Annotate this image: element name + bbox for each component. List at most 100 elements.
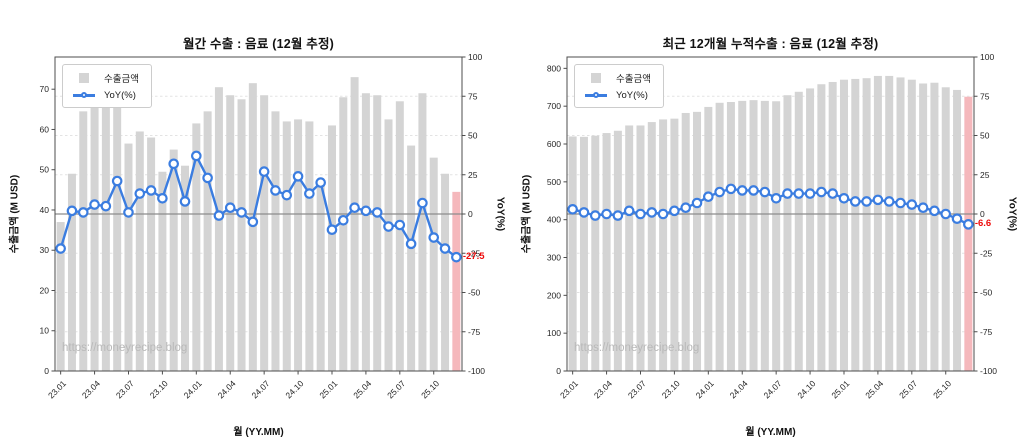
yoy-marker: [703, 191, 714, 203]
yoy-marker: [417, 197, 428, 209]
x-tick-label: 24.10: [283, 378, 305, 400]
export-bar: [783, 95, 792, 371]
yoy-marker: [917, 202, 929, 214]
export-bar: [591, 135, 600, 371]
cumulative-chart-canvas: 0 100 200 300 400 500 600 700 800 -100 -75 -50 -25 0 2…: [547, 52, 997, 400]
export-bar: [282, 121, 291, 372]
yoy-marker: [55, 243, 66, 254]
yoy-marker: [77, 207, 89, 218]
last-yoy-annotation: -27.5: [462, 251, 485, 263]
export-bar: [794, 91, 803, 372]
legend-label: YoY(%): [616, 90, 648, 101]
export-bar: [930, 82, 939, 371]
yoy-marker: [770, 193, 782, 204]
yoy-marker: [134, 188, 146, 199]
export-bar: [885, 75, 894, 372]
export-bar: [817, 84, 826, 371]
export-bar: [67, 173, 76, 371]
estimate-bar: [964, 96, 973, 371]
export-bar: [260, 95, 269, 371]
export-bar: [704, 106, 713, 371]
yoy-marker: [816, 186, 827, 198]
export-bar: [429, 157, 438, 371]
export-bar: [90, 103, 99, 372]
yoy-marker: [157, 193, 168, 204]
tick-label: 0: [556, 366, 561, 376]
export-bar: [738, 100, 747, 371]
x-tick-label: 25.01: [317, 378, 339, 400]
yoy-marker: [736, 185, 748, 196]
export-bar: [873, 75, 882, 372]
x-tick-label: 23.01: [46, 378, 68, 400]
tick-label: 0: [468, 209, 473, 219]
yoy-marker: [394, 219, 406, 231]
export-bar: [919, 83, 928, 371]
yoy-marker: [349, 202, 360, 214]
yoy-marker: [635, 208, 646, 220]
yoy-marker: [691, 197, 703, 209]
legend-label: 수출금액: [104, 74, 139, 85]
legend: 수출금액 YoY(%): [62, 64, 152, 108]
x-tick-label: 25.04: [351, 378, 373, 400]
legend-item-line: YoY(%): [73, 90, 139, 101]
line-swatch-icon: [585, 92, 607, 99]
yoy-marker: [714, 186, 725, 198]
x-tick-label: 25.10: [419, 378, 441, 400]
yoy-marker: [179, 196, 191, 207]
yoy-marker: [578, 207, 590, 218]
export-bar: [953, 89, 962, 371]
export-bar: [203, 111, 212, 371]
yoy-marker: [748, 185, 759, 196]
export-bar: [384, 119, 393, 372]
export-bar: [350, 77, 359, 371]
export-bar: [147, 137, 156, 371]
x-tick-label: 24.04: [216, 378, 238, 400]
yoy-marker: [906, 199, 918, 210]
yoy-marker: [872, 194, 884, 206]
tick-label: 70: [40, 84, 50, 94]
export-bar: [271, 111, 280, 371]
tick-label: -50: [980, 288, 993, 298]
y-axis-label-left: 수출금액 (M USD): [9, 174, 21, 254]
legend-label: YoY(%): [104, 90, 136, 101]
tick-label: 300: [547, 253, 561, 263]
yoy-marker: [646, 207, 658, 218]
export-bar: [659, 119, 668, 371]
yoy-marker: [804, 188, 816, 199]
yoy-marker: [281, 189, 293, 201]
x-tick-label: 24.01: [182, 378, 204, 400]
export-bar: [373, 95, 382, 371]
yoy-marker: [963, 219, 974, 230]
x-tick-label: 25.10: [931, 378, 953, 400]
line-swatch-icon: [73, 92, 95, 99]
marker-dot-icon: [81, 92, 87, 99]
x-tick-label: 24.07: [249, 378, 271, 400]
export-bar: [158, 171, 167, 371]
export-bar: [101, 101, 110, 372]
yoy-marker: [315, 177, 326, 188]
export-bar: [327, 125, 336, 371]
export-bar: [693, 111, 702, 372]
tick-label: 0: [980, 209, 985, 219]
yoy-marker: [929, 205, 940, 217]
export-bar: [192, 123, 201, 371]
tick-label: 600: [547, 139, 561, 149]
legend-label: 수출금액: [616, 74, 651, 85]
monthly-chart-canvas: 0 10 20 30 40 50 60 70 -100 -75 -50 -25 0 25 50 75 100 23…: [40, 52, 486, 400]
export-bar: [839, 79, 848, 371]
x-tick-label: 23.07: [114, 378, 136, 400]
export-bar: [226, 95, 235, 371]
export-bar: [169, 149, 178, 371]
export-bar: [579, 136, 588, 371]
export-bar: [726, 102, 735, 371]
export-bar: [896, 77, 905, 371]
x-tick-label: 23.10: [148, 378, 170, 400]
last-yoy-annotation: -6.6: [974, 218, 992, 230]
tick-label: -50: [468, 288, 481, 298]
tick-label: -25: [468, 248, 481, 258]
yoy-marker: [236, 207, 247, 218]
export-bar: [407, 145, 416, 371]
x-tick-label: 23.04: [80, 378, 102, 400]
export-bar: [56, 222, 65, 371]
